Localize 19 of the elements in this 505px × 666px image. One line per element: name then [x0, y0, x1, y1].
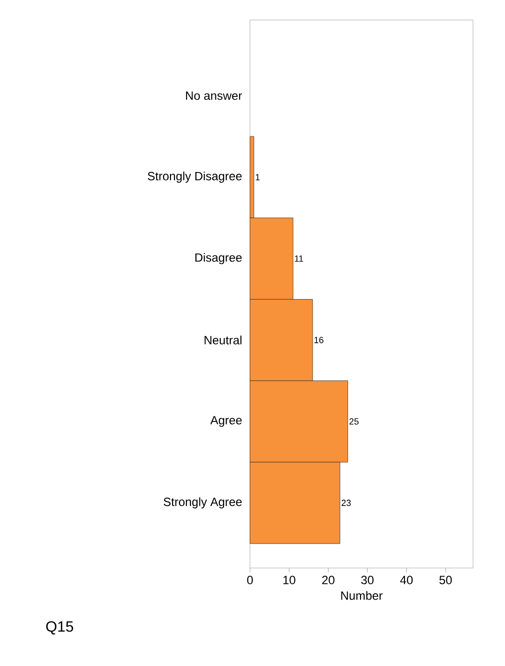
data-label: 11 [294, 255, 304, 262]
data-label: 16 [314, 336, 324, 344]
y-tick-label: No answer [186, 92, 242, 100]
x-axis-title: Number [341, 591, 383, 600]
y-tick-label: Strongly Agree [164, 497, 242, 508]
x-tick-label: 20 [322, 576, 334, 584]
y-tick-label: Disagree [195, 253, 242, 264]
y-tick-label: Strongly Disagree [148, 172, 242, 183]
data-label: 1 [256, 174, 260, 180]
text: Q15 [46, 621, 74, 634]
x-tick-label: 0 [247, 576, 253, 584]
data-label: 23 [342, 500, 351, 506]
x-tick-label: 40 [400, 576, 413, 584]
x-tick-label: 10 [283, 576, 296, 584]
x-tick-label: 50 [439, 576, 452, 584]
y-tick-label: Agree [210, 416, 242, 427]
y-tick-label: Neutral [204, 336, 242, 344]
x-tick-label: 30 [361, 576, 374, 584]
data-label: 25 [349, 418, 359, 425]
